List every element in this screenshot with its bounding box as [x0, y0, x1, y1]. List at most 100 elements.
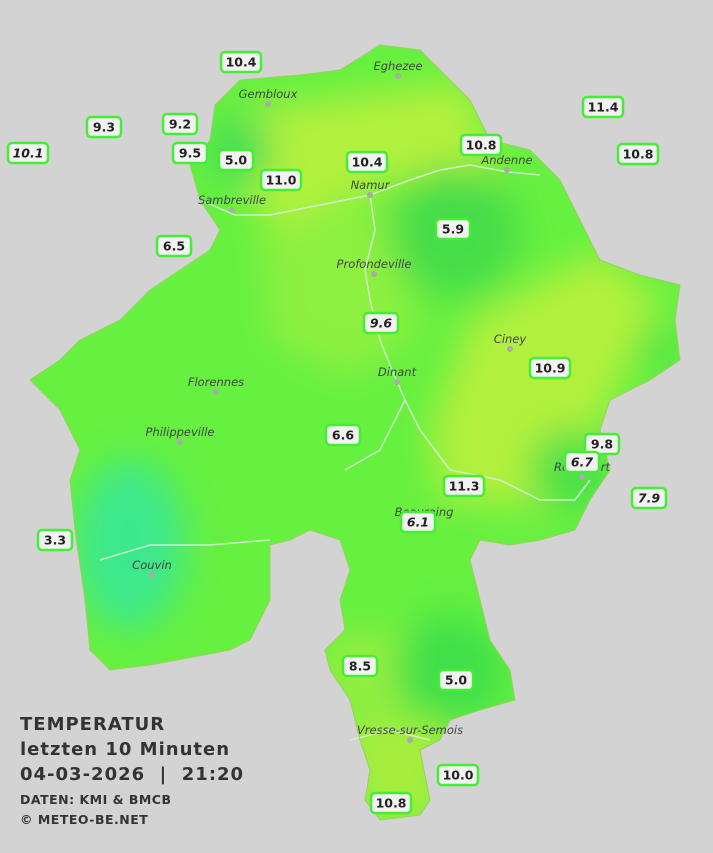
station-value: 5.0 [445, 673, 467, 688]
town-dot [367, 192, 373, 198]
title-line: letzten 10 Minuten [20, 739, 230, 760]
station-value: 9.3 [93, 120, 115, 135]
station-box [459, 133, 503, 157]
station: 10.0 [436, 763, 480, 787]
town-label: Dinant [378, 365, 417, 379]
town-label: Sambreville [198, 193, 266, 207]
title-line: TEMPERATUR [20, 714, 165, 735]
title-line: 04-03-2026 | 21:20 [20, 764, 244, 785]
town-label: Ciney [494, 332, 527, 346]
station-box [563, 450, 601, 474]
station-box [399, 510, 437, 534]
station: 10.4 [219, 50, 263, 74]
station-box [437, 668, 475, 692]
station: 10.9 [528, 356, 572, 380]
station-box [161, 112, 199, 136]
station: 10.8 [369, 791, 413, 815]
station: 10.8 [459, 133, 503, 157]
station-value: 11.4 [588, 100, 619, 115]
station: 9.5 [171, 141, 209, 165]
station: 11.4 [581, 95, 625, 119]
station-box [616, 142, 660, 166]
town-dot [371, 271, 377, 277]
legend-title: TEMPERATUR letzten 10 Minuten 04-03-2026… [20, 714, 244, 827]
station-value: 10.1 [13, 146, 44, 161]
town-dot [407, 737, 413, 743]
town-dot [229, 207, 235, 213]
station-box [630, 486, 668, 510]
station: 10.1 [6, 141, 50, 165]
station-value: 10.4 [226, 55, 257, 70]
station-value: 10.0 [443, 768, 474, 783]
town-label: Andenne [480, 153, 532, 167]
station: 10.8 [616, 142, 660, 166]
station-box [341, 654, 379, 678]
town-label: Namur [351, 178, 391, 192]
station-box [324, 423, 362, 447]
station: 11.0 [259, 168, 303, 192]
station: 6.5 [155, 234, 193, 258]
town-dot [149, 572, 155, 578]
town-label: Florennes [188, 375, 244, 389]
station-value: 10.8 [623, 147, 654, 162]
station-box [36, 528, 74, 552]
credit: DATEN: KMI & BMCB [20, 792, 172, 807]
station-box [581, 95, 625, 119]
station: 9.3 [85, 115, 123, 139]
station-value: 8.5 [349, 659, 371, 674]
station-value: 9.8 [591, 437, 613, 452]
station-box [436, 763, 480, 787]
station-value: 10.4 [352, 155, 383, 170]
station-box [217, 148, 255, 172]
stations: 10.4 9.3 9.2 10.1 9.5 5.0 11.0 10.4 10.8 11.4 10.8… [6, 50, 668, 815]
station: 5.0 [217, 148, 255, 172]
station-value: 9.6 [370, 316, 392, 331]
town-label: Vresse-sur-Semois [357, 723, 463, 737]
station-value: 10.9 [535, 361, 566, 376]
station-value: 9.2 [169, 117, 191, 132]
station-box [442, 474, 486, 498]
town-label: Eghezee [373, 59, 422, 73]
station-box [345, 150, 389, 174]
station-value: 7.9 [638, 491, 660, 506]
station-value: 10.8 [466, 138, 497, 153]
station-value: 5.0 [225, 153, 247, 168]
station-value: 6.1 [407, 515, 429, 530]
station: 6.7 [563, 450, 601, 474]
station-box [369, 791, 413, 815]
station: 6.6 [324, 423, 362, 447]
station: 11.3 [442, 474, 486, 498]
town-label: Profondeville [337, 257, 412, 271]
town-dot [507, 346, 513, 352]
credit: © METEO-BE.NET [20, 812, 148, 827]
station: 5.9 [434, 217, 472, 241]
town-label: Couvin [132, 558, 172, 572]
station-box [259, 168, 303, 192]
station-box [85, 115, 123, 139]
station-box [528, 356, 572, 380]
station-box [219, 50, 263, 74]
town-dot [395, 73, 401, 79]
station-value: 10.8 [376, 796, 407, 811]
station: 9.6 [362, 311, 400, 335]
station: 5.0 [437, 668, 475, 692]
station: 7.9 [630, 486, 668, 510]
station-value: 3.3 [44, 533, 66, 548]
station-box [434, 217, 472, 241]
station-value: 6.6 [332, 428, 354, 443]
town-dot [265, 101, 271, 107]
station: 8.5 [341, 654, 379, 678]
station-box [6, 141, 50, 165]
station: 9.8 [583, 432, 621, 456]
town-dot [177, 439, 183, 445]
station: 9.2 [161, 112, 199, 136]
station-box [155, 234, 193, 258]
towns: Eghezee Gembloux Andenne Namur Sambreville Pr… [132, 59, 611, 743]
town-dot [579, 474, 585, 480]
station: 6.1 [399, 510, 437, 534]
town-dot [394, 379, 400, 385]
station-box [362, 311, 400, 335]
station: 10.4 [345, 150, 389, 174]
town-label: Philippeville [146, 425, 215, 439]
station-box [171, 141, 209, 165]
